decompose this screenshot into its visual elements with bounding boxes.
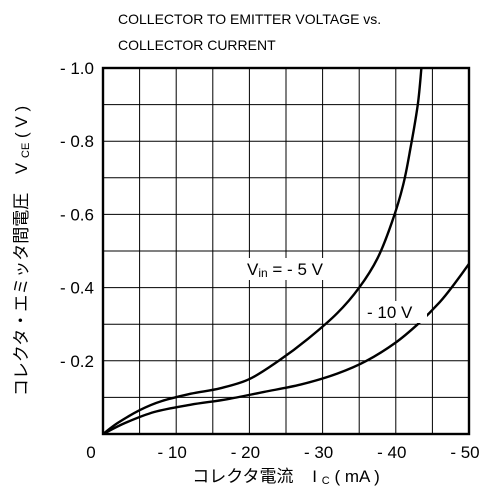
- series-label-sub: in: [258, 266, 267, 280]
- y-tick-labels: - 0.2 - 0.4 - 0.6 - 0.8 - 1.0: [60, 59, 94, 371]
- x-axis-label-unit: ( mA ): [334, 467, 379, 486]
- y-axis-label-symbol: V: [12, 162, 31, 174]
- curves: [102, 67, 470, 436]
- x-tick-label: - 50: [450, 443, 479, 462]
- x-axis-label-sub: C: [322, 475, 330, 487]
- series-labels: Vin = - 5 V - 10 V: [245, 258, 427, 323]
- x-tick-label: 0: [86, 443, 95, 462]
- x-tick-label: - 10: [158, 443, 187, 462]
- series-curve-1: [102, 67, 423, 435]
- y-axis-label-main: コレクタ・エミッタ間電圧: [12, 193, 31, 396]
- series-label-background: [365, 301, 427, 323]
- x-axis-label: コレクタ電流 I C ( mA ): [192, 467, 380, 488]
- y-tick-label: - 0.2: [60, 352, 94, 371]
- x-axis-label-main: コレクタ電流: [192, 467, 293, 486]
- grid-lines: [103, 68, 469, 434]
- y-axis-label-sub: CE: [20, 143, 32, 158]
- y-axis-label-unit: ( V ): [12, 106, 31, 138]
- plot-frame: [101, 66, 471, 436]
- y-tick-label: - 0.6: [60, 205, 94, 224]
- series-label-1: Vin = - 5 V: [247, 260, 324, 280]
- y-axis-label: コレクタ・エミッタ間電圧 V CE ( V ): [12, 106, 33, 396]
- x-tick-label: - 30: [304, 443, 333, 462]
- y-tick-label: - 0.8: [60, 132, 94, 151]
- chart-title-line-2: COLLECTOR CURRENT: [118, 37, 276, 53]
- series-label-background: [245, 258, 357, 280]
- chart-title-line-1: COLLECTOR TO EMITTER VOLTAGE vs.: [118, 11, 381, 27]
- series-curve-2: [102, 263, 470, 436]
- series-label-text: = - 5 V: [268, 260, 324, 279]
- x-axis-label-symbol: I: [312, 467, 317, 486]
- series-label-2: - 10 V: [367, 303, 413, 322]
- x-tick-label: - 40: [377, 443, 406, 462]
- series-label-prefix: V: [247, 260, 259, 279]
- y-tick-label: - 1.0: [60, 59, 94, 78]
- x-tick-label: - 20: [231, 443, 260, 462]
- x-tick-labels: 0 - 10 - 20 - 30 - 40 - 50: [86, 443, 479, 462]
- y-tick-label: - 0.4: [60, 279, 94, 298]
